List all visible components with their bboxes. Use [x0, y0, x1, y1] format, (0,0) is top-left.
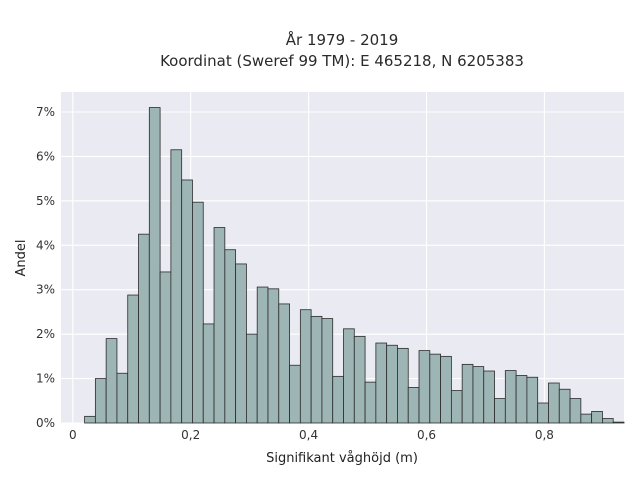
histogram-bar [526, 376, 539, 424]
histogram-bar [515, 375, 528, 424]
histogram-bar [213, 227, 226, 424]
histogram-bar [105, 338, 118, 424]
histogram-bar [343, 328, 355, 424]
y-tick-label: 2% [36, 327, 55, 341]
histogram-bar [450, 390, 463, 424]
histogram-bar [386, 344, 398, 424]
histogram-bar [202, 323, 215, 424]
histogram-bar [504, 370, 517, 424]
histogram-bar [483, 370, 495, 424]
histogram-bar [299, 309, 312, 424]
x-axis-label: Signifikant våghöjd (m) [266, 451, 418, 466]
histogram-bar [591, 411, 603, 424]
y-tick-label: 6% [36, 149, 55, 163]
histogram-bar [321, 318, 334, 424]
histogram-bar [580, 413, 593, 424]
histogram-bar [138, 233, 150, 424]
histogram-bar [224, 249, 237, 424]
histogram-bar [159, 271, 172, 424]
histogram-bar [612, 421, 625, 424]
histogram-bar [267, 288, 280, 424]
histogram-bar [569, 398, 582, 424]
y-tick-label: 1% [36, 372, 55, 386]
histogram-bar [192, 201, 204, 424]
histogram-bar [429, 353, 441, 424]
histogram-bar [332, 375, 344, 424]
histogram-bar [310, 315, 323, 424]
chart-title-line-2: Koordinat (Sweref 99 TM): E 465218, N 62… [160, 52, 524, 70]
histogram-bar [94, 378, 107, 424]
y-tick-label: 7% [36, 105, 55, 119]
histogram-bar [181, 179, 193, 424]
histogram-bar [418, 350, 431, 424]
histogram-bar [256, 286, 269, 424]
histogram-bar [364, 381, 377, 424]
x-tick-label: 0,4 [299, 428, 318, 442]
histogram-bar [407, 387, 420, 424]
histogram-bar [278, 303, 290, 424]
y-tick-label: 4% [36, 238, 55, 252]
histogram-bar [548, 382, 560, 424]
y-axis-ticks: 0% 1% 2% 3% 4% 5% 6% 7% [36, 105, 55, 430]
histogram-bar [558, 388, 571, 424]
histogram-bar [148, 107, 161, 424]
x-tick-label: 0,8 [535, 428, 554, 442]
bars-group [84, 107, 625, 424]
histogram-bar [472, 366, 485, 424]
histogram-bar [116, 372, 129, 424]
chart-title-line-1: År 1979 - 2019 [286, 30, 399, 49]
y-tick-label: 3% [36, 283, 55, 297]
histogram-bar [170, 149, 183, 424]
x-axis-ticks: 0 0,2 0,4 0,6 0,8 [69, 428, 554, 442]
histogram-bar [461, 363, 474, 424]
histogram-bar [602, 418, 614, 424]
x-tick-label: 0 [69, 428, 77, 442]
histogram-bar [375, 342, 388, 424]
y-axis-label: Andel [14, 240, 29, 277]
histogram-bar [353, 335, 366, 424]
histogram-bar [494, 398, 506, 424]
histogram-bar [246, 333, 258, 424]
histogram-bar [289, 364, 301, 424]
histogram-bar [127, 294, 139, 424]
histogram-bar [84, 415, 96, 424]
histogram-bar [440, 355, 452, 424]
histogram-bar [537, 402, 549, 424]
x-tick-label: 0,6 [417, 428, 436, 442]
histogram-bar [235, 263, 247, 424]
y-tick-label: 0% [36, 416, 55, 430]
y-tick-label: 5% [36, 194, 55, 208]
histogram-bar [397, 347, 409, 424]
x-tick-label: 0,2 [181, 428, 200, 442]
